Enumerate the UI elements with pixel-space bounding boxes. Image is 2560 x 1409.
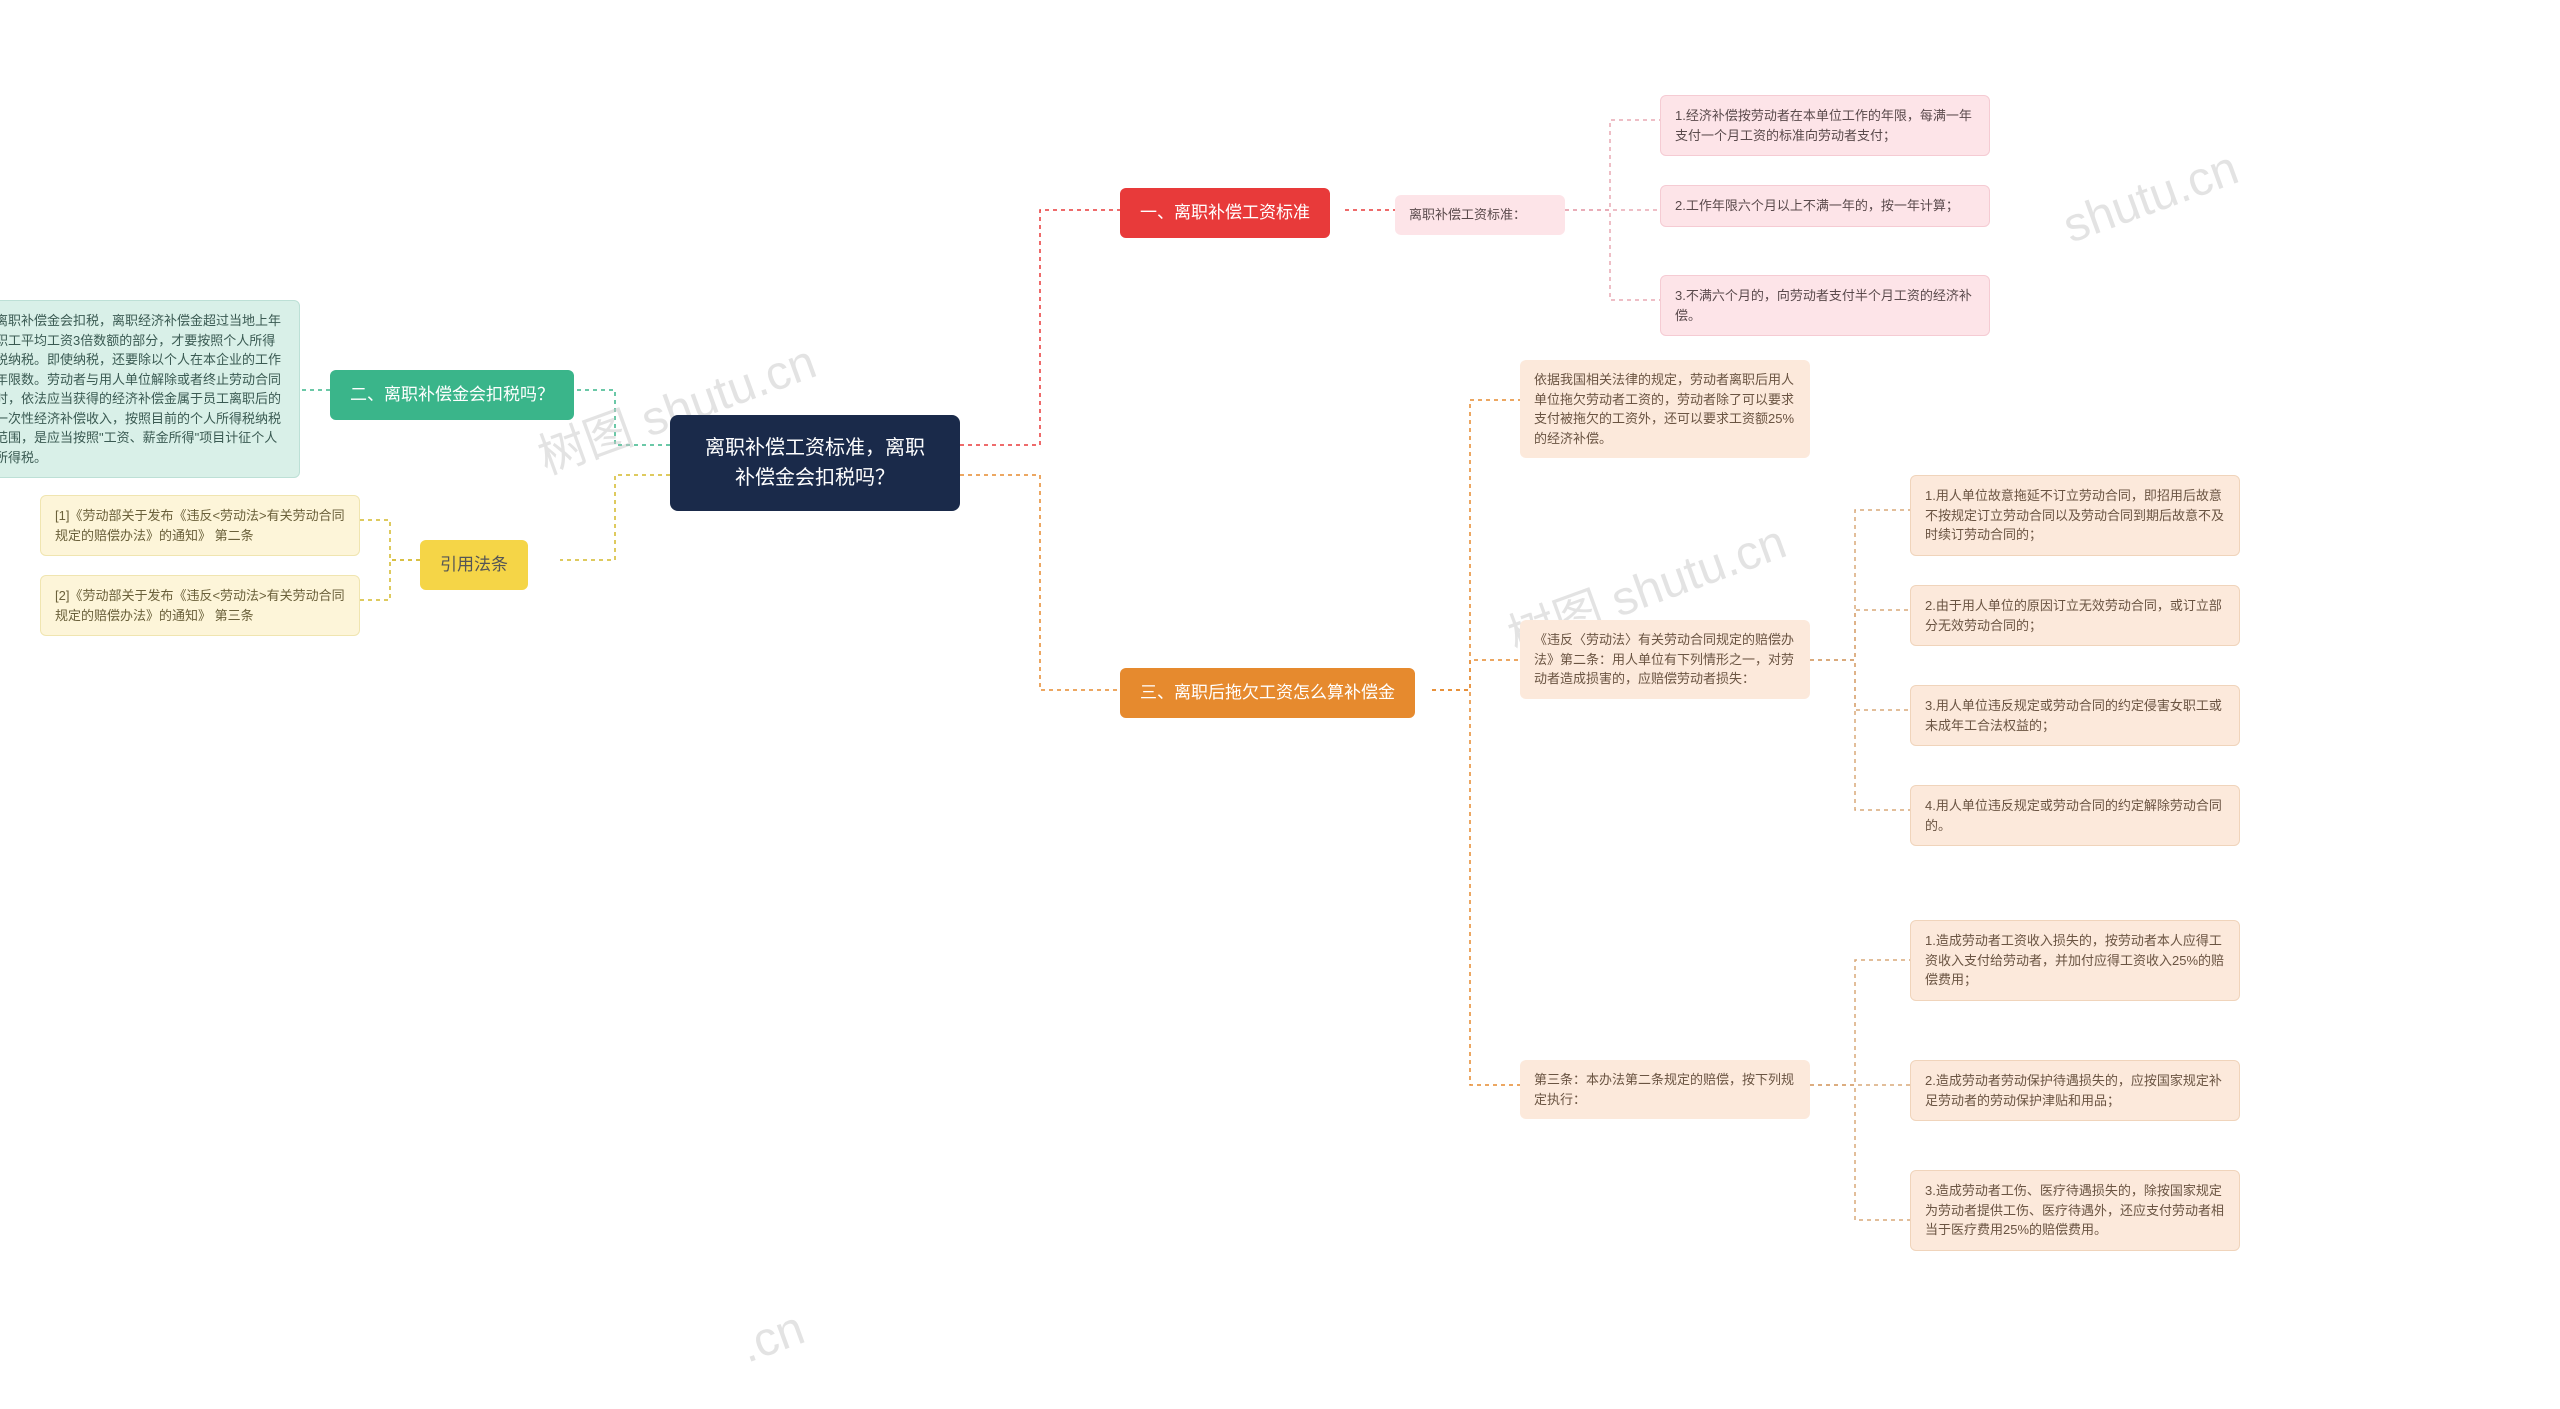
leaf-one-2: 2.工作年限六个月以上不满一年的，按一年计算； <box>1660 185 1990 227</box>
leaf-three-2-3: 3.用人单位违反规定或劳动合同的约定侵害女职工或未成年工合法权益的； <box>1910 685 2240 746</box>
leaf-two-content: 离职补偿金会扣税，离职经济补偿金超过当地上年职工平均工资3倍数额的部分，才要按照… <box>0 300 300 478</box>
branch-three-sub2: 《违反〈劳动法〉有关劳动合同规定的赔偿办法》第二条：用人单位有下列情形之一，对劳… <box>1520 620 1810 699</box>
leaf-cite-2: [2]《劳动部关于发布《违反<劳动法>有关劳动合同规定的赔偿办法》的通知》 第三… <box>40 575 360 636</box>
branch-cite[interactable]: 引用法条 <box>420 540 528 590</box>
watermark: shutu.cn <box>2056 141 2245 255</box>
leaf-one-1: 1.经济补偿按劳动者在本单位工作的年限，每满一年支付一个月工资的标准向劳动者支付… <box>1660 95 1990 156</box>
leaf-three-3-1: 1.造成劳动者工资收入损失的，按劳动者本人应得工资收入支付给劳动者，并加付应得工… <box>1910 920 2240 1001</box>
leaf-three-2-2: 2.由于用人单位的原因订立无效劳动合同，或订立部分无效劳动合同的； <box>1910 585 2240 646</box>
leaf-three-2-1: 1.用人单位故意拖延不订立劳动合同，即招用后故意不按规定订立劳动合同以及劳动合同… <box>1910 475 2240 556</box>
branch-three-sub3: 第三条：本办法第二条规定的赔偿，按下列规定执行： <box>1520 1060 1810 1119</box>
branch-one-sub: 离职补偿工资标准： <box>1395 195 1565 235</box>
branch-one[interactable]: 一、离职补偿工资标准 <box>1120 188 1330 238</box>
leaf-three-2-4: 4.用人单位违反规定或劳动合同的约定解除劳动合同的。 <box>1910 785 2240 846</box>
branch-three-sub1: 依据我国相关法律的规定，劳动者离职后用人单位拖欠劳动者工资的，劳动者除了可以要求… <box>1520 360 1810 458</box>
leaf-cite-1: [1]《劳动部关于发布《违反<劳动法>有关劳动合同规定的赔偿办法》的通知》 第二… <box>40 495 360 556</box>
leaf-one-3: 3.不满六个月的，向劳动者支付半个月工资的经济补偿。 <box>1660 275 1990 336</box>
leaf-three-3-2: 2.造成劳动者劳动保护待遇损失的，应按国家规定补足劳动者的劳动保护津贴和用品； <box>1910 1060 2240 1121</box>
leaf-three-3-3: 3.造成劳动者工伤、医疗待遇损失的，除按国家规定为劳动者提供工伤、医疗待遇外，还… <box>1910 1170 2240 1251</box>
watermark: .cn <box>733 1301 812 1375</box>
branch-two[interactable]: 二、离职补偿金会扣税吗？ <box>330 370 574 420</box>
branch-three[interactable]: 三、离职后拖欠工资怎么算补偿金 <box>1120 668 1415 718</box>
root-node[interactable]: 离职补偿工资标准，离职 补偿金会扣税吗？ <box>670 415 960 511</box>
